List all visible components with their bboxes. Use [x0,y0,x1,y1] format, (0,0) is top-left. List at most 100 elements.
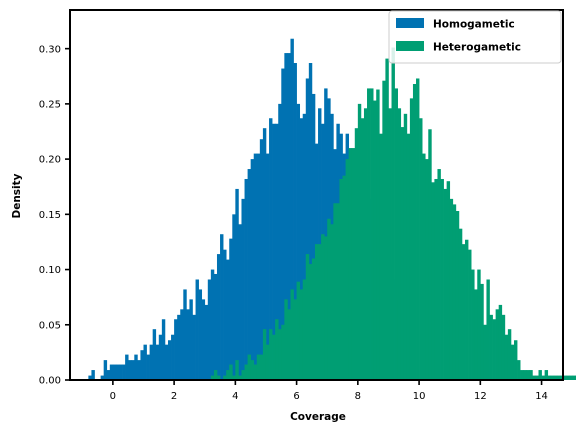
bar-homogametic [302,113,307,380]
bar-heterogametic [305,254,310,380]
bar-homogametic [232,214,236,380]
x-tick-label: 0 [110,391,116,402]
bar-heterogametic [235,360,239,380]
bar-homogametic [100,375,105,380]
bar-homogametic [183,289,187,380]
bar-heterogametic [446,181,451,380]
legend-swatch-homogametic [396,18,424,28]
bar-homogametic [308,63,313,380]
bar-heterogametic [262,329,267,380]
bar-heterogametic [406,133,411,380]
bar-heterogametic [504,334,509,380]
bar-homogametic [272,123,276,380]
bar-heterogametic [330,224,334,380]
bar-heterogametic [311,258,316,380]
bar-homogametic [299,118,304,381]
bar-homogametic [164,344,169,380]
bar-heterogametic [422,153,426,380]
bar-heterogametic [293,299,297,380]
bar-heterogametic [296,281,301,380]
bar-heterogametic [259,354,264,380]
bar-heterogametic [458,228,463,380]
bar-homogametic [118,364,123,380]
bar-homogametic [223,249,227,380]
bar-homogametic [235,188,239,380]
legend-swatch-heterogametic [396,41,424,51]
bar-heterogametic [281,324,285,380]
bar-heterogametic [434,178,438,380]
bar-heterogametic [241,370,245,380]
bar-heterogametic [269,329,273,380]
bar-heterogametic [517,360,521,380]
bar-heterogametic [428,129,432,380]
bar-heterogametic [409,98,414,381]
bar-homogametic [106,370,111,380]
bar-heterogametic [394,88,398,381]
bar-homogametic [305,78,310,380]
bar-heterogametic [443,188,447,380]
bar-heterogametic [327,218,331,380]
bar-homogametic [262,128,267,380]
bar-heterogametic [477,269,481,380]
bar-heterogametic [342,175,346,380]
x-tick-label: 4 [232,391,238,402]
bar-heterogametic [357,103,362,380]
bar-heterogametic [486,279,490,380]
x-tick-label: 8 [355,391,361,402]
bar-heterogametic [449,198,454,380]
bar-homogametic [189,299,193,380]
y-tick-label: 0.20 [39,155,61,166]
bar-homogametic [91,370,95,380]
bar-heterogametic [569,375,573,380]
bar-heterogametic [431,182,435,380]
bar-heterogametic [363,108,368,381]
bar-heterogametic [452,204,457,380]
bar-heterogametic [535,375,539,380]
bar-homogametic [269,118,273,381]
bar-heterogametic [272,334,276,380]
bar-heterogametic [278,329,282,380]
y-axis-ticks: 0.00 0.05 0.10 0.15 0.20 0.25 0.30 [39,44,70,387]
bar-homogametic [177,314,181,380]
bar-homogametic [112,364,117,380]
bar-heterogametic [382,80,386,380]
bar-homogametic [109,364,114,380]
bar-homogametic [88,375,92,380]
bar-homogametic [161,319,166,380]
bar-homogametic [244,178,248,380]
bar-homogametic [158,334,163,380]
bar-heterogametic [465,239,469,380]
bar-heterogametic [253,364,258,380]
bar-heterogametic [495,309,500,380]
bar-heterogametic [265,344,270,380]
bar-heterogametic [520,370,524,380]
bar-heterogametic [210,375,215,380]
x-tick-label: 12 [474,391,487,402]
bar-heterogametic [559,375,564,380]
bar-homogametic [207,279,212,380]
bar-heterogametic [440,178,444,380]
bar-heterogametic [229,364,233,380]
bar-heterogametic [403,113,408,380]
bar-homogametic [284,53,288,380]
bar-heterogametic [529,370,533,380]
bar-heterogametic [400,127,405,380]
bar-heterogametic [287,309,291,380]
bar-heterogametic [385,58,389,380]
bar-homogametic [324,88,328,381]
bar-heterogametic [547,375,552,380]
bar-heterogametic [412,84,417,380]
bar-homogametic [311,93,316,380]
x-tick-label: 2 [171,391,177,402]
bar-heterogametic [391,47,395,381]
axes [69,9,564,381]
legend: Homogametic Heterogametic [388,10,562,64]
y-tick-label: 0.15 [39,210,61,221]
bar-heterogametic [379,133,383,380]
bar-heterogametic [541,375,545,380]
bar-heterogametic [284,299,288,380]
bar-heterogametic [333,203,337,380]
bar-heterogametic [232,375,236,380]
bar-heterogametic [563,375,567,380]
